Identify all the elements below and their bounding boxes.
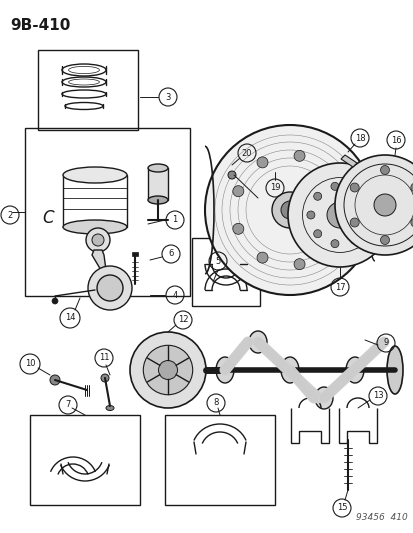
- Circle shape: [380, 166, 389, 174]
- Circle shape: [349, 183, 358, 192]
- Circle shape: [330, 240, 338, 248]
- Circle shape: [158, 360, 177, 379]
- Circle shape: [271, 192, 307, 228]
- Ellipse shape: [63, 220, 127, 234]
- Circle shape: [350, 236, 358, 244]
- Ellipse shape: [386, 346, 402, 394]
- Text: 93456  410: 93456 410: [356, 513, 407, 522]
- Circle shape: [339, 205, 350, 215]
- Ellipse shape: [216, 357, 233, 383]
- Circle shape: [349, 218, 358, 227]
- Bar: [25, 128, 190, 296]
- Text: 18: 18: [354, 133, 364, 142]
- Circle shape: [410, 218, 413, 227]
- Circle shape: [326, 240, 337, 251]
- Text: 3: 3: [165, 93, 170, 101]
- Text: 6: 6: [168, 249, 173, 259]
- Text: 2: 2: [7, 211, 12, 220]
- Circle shape: [232, 185, 243, 197]
- Bar: [30, 415, 140, 505]
- Text: 5: 5: [215, 256, 220, 265]
- Polygon shape: [340, 155, 356, 167]
- Circle shape: [313, 230, 321, 238]
- Ellipse shape: [63, 167, 127, 183]
- Text: 16: 16: [390, 135, 400, 144]
- Bar: [63, 175, 127, 227]
- Circle shape: [334, 155, 413, 255]
- Circle shape: [52, 298, 58, 304]
- Ellipse shape: [147, 164, 168, 172]
- Ellipse shape: [345, 357, 363, 383]
- Bar: [147, 168, 168, 200]
- Text: 11: 11: [99, 353, 109, 362]
- Ellipse shape: [280, 357, 298, 383]
- Text: 13: 13: [372, 392, 382, 400]
- Circle shape: [143, 345, 192, 395]
- Circle shape: [330, 182, 338, 190]
- Circle shape: [313, 192, 321, 200]
- Circle shape: [50, 375, 60, 385]
- Text: 12: 12: [177, 316, 188, 325]
- Circle shape: [326, 202, 352, 228]
- Circle shape: [293, 259, 304, 270]
- Text: 9B-410: 9B-410: [10, 18, 70, 33]
- Circle shape: [101, 374, 109, 382]
- Text: 7: 7: [65, 400, 71, 409]
- Bar: [165, 415, 274, 505]
- Circle shape: [256, 252, 267, 263]
- Ellipse shape: [147, 196, 168, 204]
- Bar: [192, 238, 259, 306]
- Text: 19: 19: [269, 183, 280, 192]
- Text: 4: 4: [172, 290, 177, 300]
- Text: C: C: [42, 209, 54, 227]
- Text: 1: 1: [172, 215, 177, 224]
- Circle shape: [97, 275, 123, 301]
- Circle shape: [350, 186, 358, 194]
- Polygon shape: [92, 250, 115, 285]
- Circle shape: [92, 234, 104, 246]
- Text: 8: 8: [213, 399, 218, 408]
- Bar: [132, 252, 138, 256]
- Text: 15: 15: [336, 504, 347, 513]
- Circle shape: [363, 201, 370, 209]
- Text: 10: 10: [25, 359, 35, 368]
- Circle shape: [204, 125, 374, 295]
- Text: 14: 14: [64, 313, 75, 322]
- Ellipse shape: [314, 387, 332, 409]
- Circle shape: [256, 157, 267, 168]
- Circle shape: [293, 150, 304, 161]
- Circle shape: [228, 171, 235, 179]
- Circle shape: [373, 194, 395, 216]
- Circle shape: [287, 163, 391, 267]
- Circle shape: [280, 201, 298, 219]
- Bar: [38, 50, 138, 130]
- Circle shape: [130, 332, 206, 408]
- Ellipse shape: [248, 331, 266, 353]
- Circle shape: [380, 236, 389, 245]
- Circle shape: [86, 228, 110, 252]
- Text: 9: 9: [382, 338, 388, 348]
- Ellipse shape: [106, 406, 114, 410]
- Text: 17: 17: [334, 282, 344, 292]
- Circle shape: [88, 266, 132, 310]
- Text: 20: 20: [241, 149, 252, 157]
- Circle shape: [306, 211, 314, 219]
- Circle shape: [363, 221, 370, 229]
- Circle shape: [232, 223, 243, 235]
- Circle shape: [410, 183, 413, 192]
- Circle shape: [326, 169, 337, 180]
